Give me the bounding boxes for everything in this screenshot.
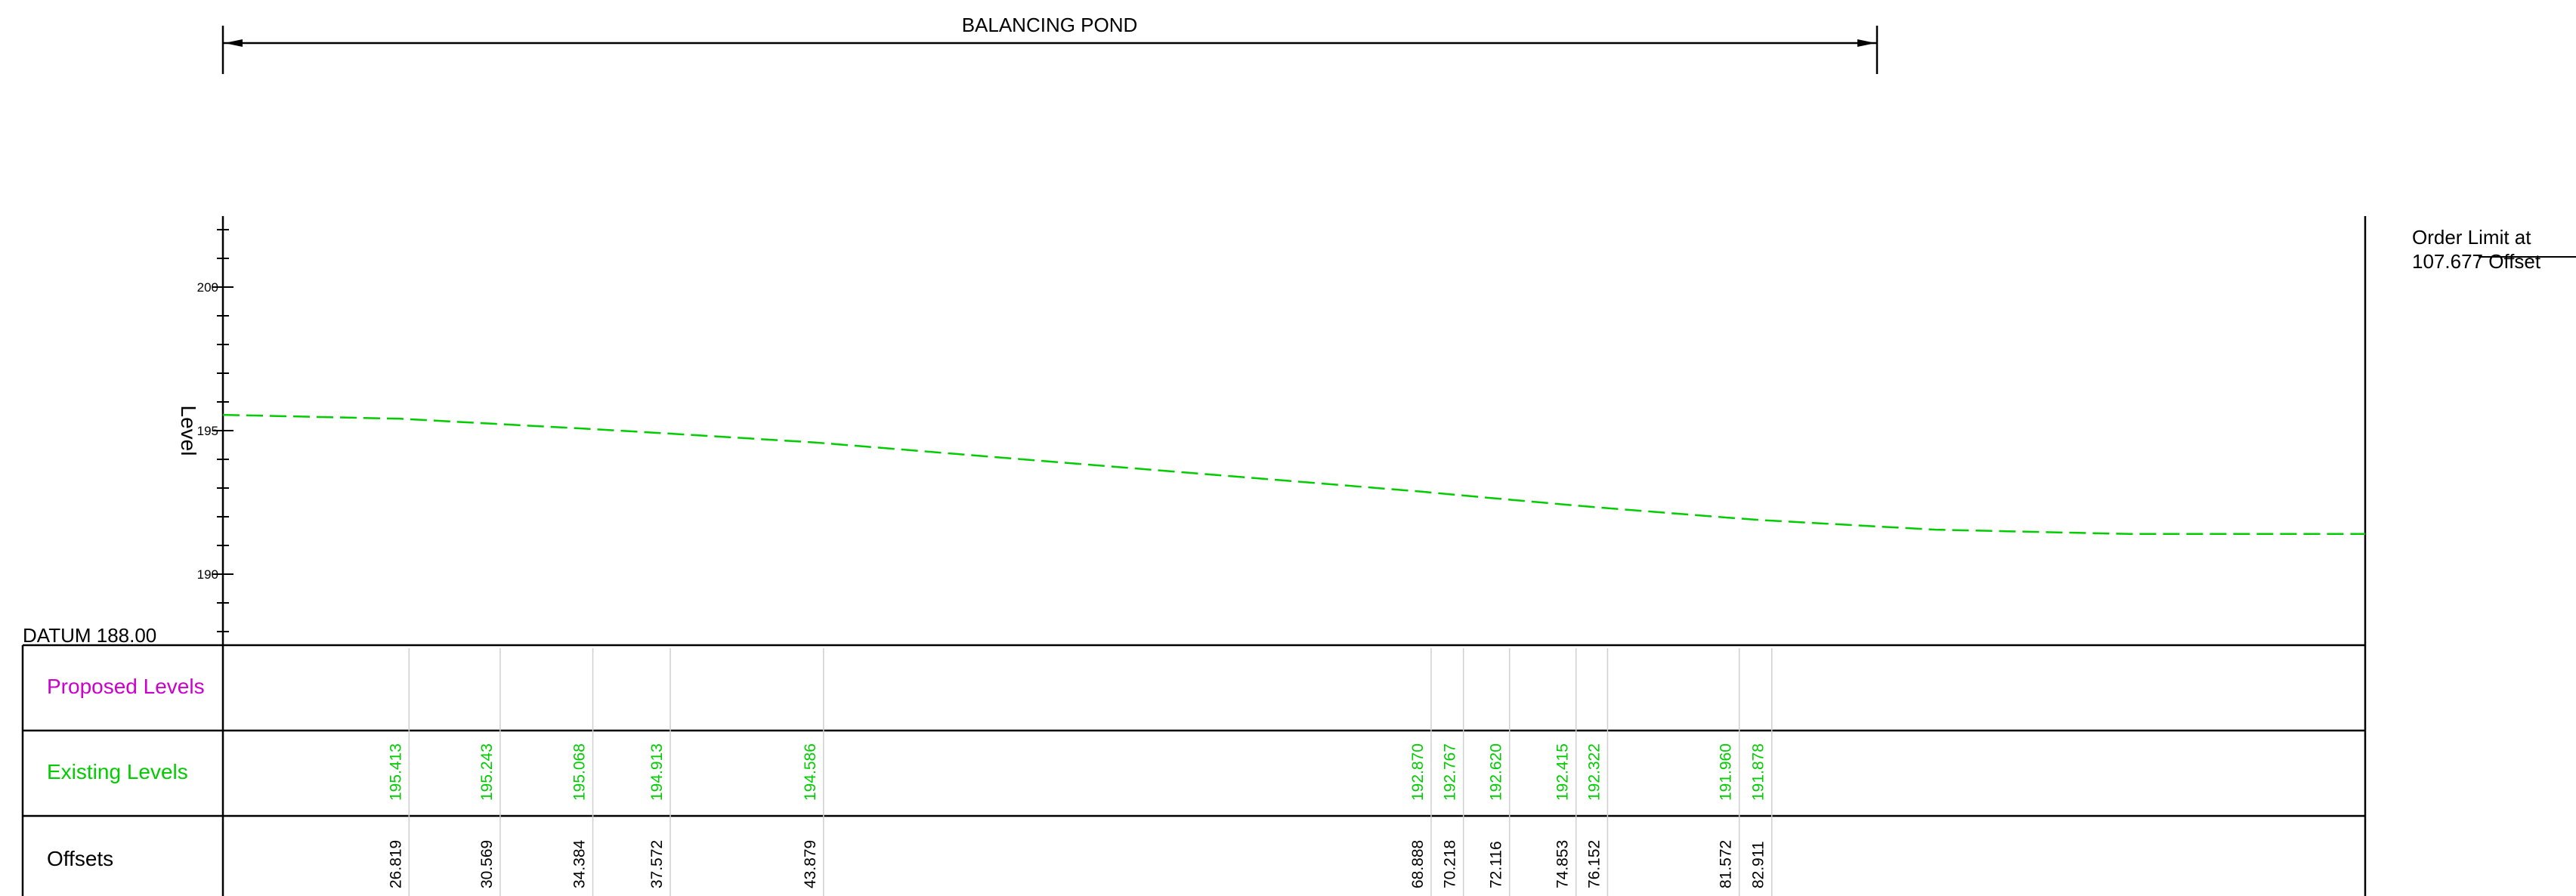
offset-value: 34.384 xyxy=(571,839,589,888)
offset-values: 26.819 30.569 34.384 37.572 43.879 68.888 70.2… xyxy=(387,839,1767,888)
offset-value: 26.819 xyxy=(387,840,404,888)
pond-arrow-right xyxy=(1857,39,1876,47)
existing-level-value: 194.913 xyxy=(648,743,666,801)
offset-value: 74.853 xyxy=(1554,840,1572,888)
existing-ground-line xyxy=(222,413,2365,536)
existing-level-value: 195.243 xyxy=(478,743,496,801)
offset-value: 72.116 xyxy=(1488,841,1505,888)
existing-level-value: 192.322 xyxy=(1585,743,1603,801)
existing-level-value: 194.586 xyxy=(802,743,819,801)
existing-level-value: 192.415 xyxy=(1554,743,1572,801)
existing-level-value: 192.767 xyxy=(1442,743,1459,801)
existing-level-value: 191.878 xyxy=(1750,743,1767,801)
existing-level-value: 192.620 xyxy=(1488,743,1505,801)
axis-tick-label: 190 xyxy=(197,567,218,582)
pond-label: BALANCING POND xyxy=(962,14,1138,36)
existing-level-value: 195.413 xyxy=(387,743,404,801)
existing-level-value: 191.960 xyxy=(1718,743,1735,801)
data-band xyxy=(21,644,2365,896)
order-limit-line-1: Order Limit at xyxy=(2412,226,2531,249)
offset-value: 30.569 xyxy=(478,840,496,888)
level-axis: 190 195 200 Level xyxy=(177,216,233,646)
offset-value: 81.572 xyxy=(1718,840,1735,888)
offset-value: 37.572 xyxy=(648,840,666,888)
order-limit-line-2: 107.677 Offset xyxy=(2412,250,2541,273)
offset-value: 76.152 xyxy=(1585,840,1603,888)
existing-level-value: 192.870 xyxy=(1409,743,1427,801)
axis-tick-label: 200 xyxy=(197,280,218,295)
offset-value: 82.911 xyxy=(1750,841,1767,888)
station-gridlines xyxy=(408,648,1773,896)
axis-title: Level xyxy=(177,406,200,456)
proposed-levels-label: Proposed Levels xyxy=(47,675,205,698)
offset-value: 68.888 xyxy=(1409,840,1427,888)
axis-ticks xyxy=(212,229,233,632)
axis-tick-label: 195 xyxy=(197,424,218,438)
pond-arrow-left xyxy=(224,39,243,47)
offset-value: 70.218 xyxy=(1442,840,1459,888)
existing-level-values: 195.413 195.243 195.068 194.913 194.586 192.8… xyxy=(387,743,1767,801)
pond-dimension xyxy=(221,26,1879,74)
existing-levels-label: Existing Levels xyxy=(47,760,188,783)
offset-value: 43.879 xyxy=(802,840,819,888)
offsets-label: Offsets xyxy=(47,847,113,870)
datum-label: DATUM 188.00 xyxy=(23,624,156,647)
axis-tick-labels: 190 195 200 xyxy=(197,280,218,582)
existing-level-value: 195.068 xyxy=(571,743,589,801)
